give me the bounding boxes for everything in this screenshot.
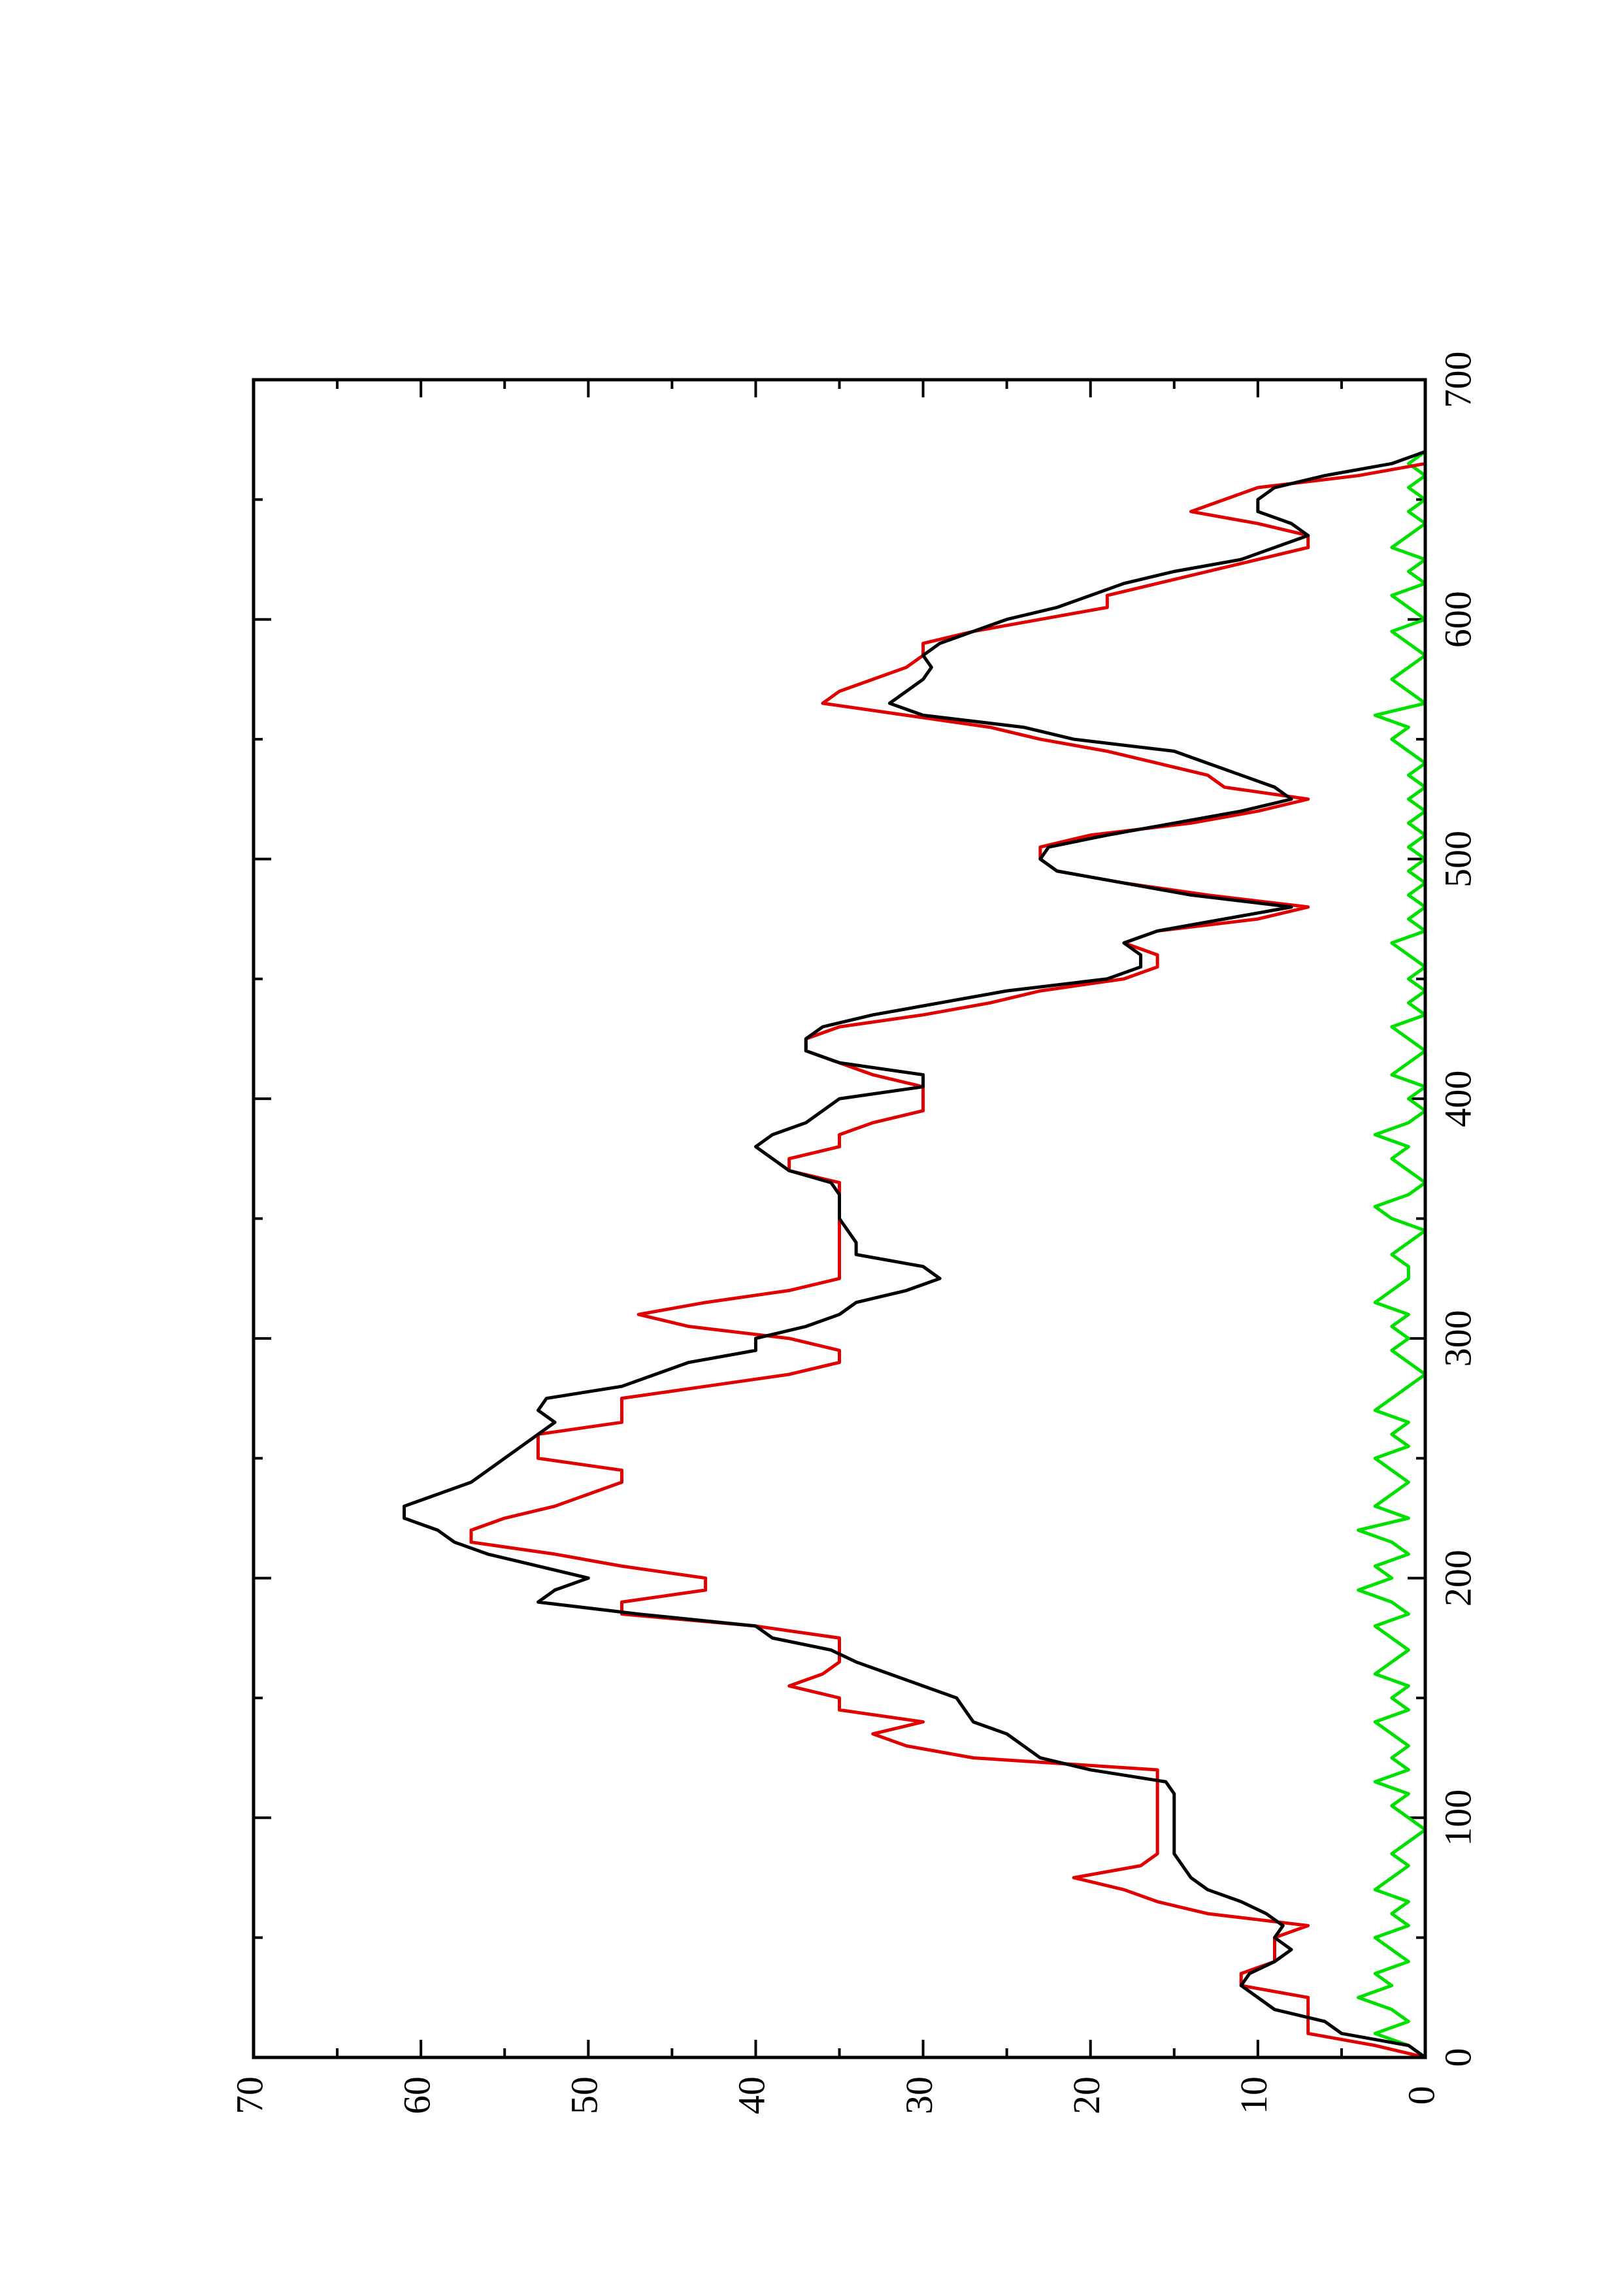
y-tick-label: 0: [1400, 2086, 1442, 2105]
plot-frame: [252, 378, 1427, 2059]
x-tick-label: 0: [1436, 2048, 1479, 2067]
series-line: [1357, 450, 1427, 2059]
x-tick-label: 200: [1436, 1550, 1479, 1606]
y-tick-label: 50: [563, 2076, 606, 2114]
y-tick-label: 20: [1065, 2076, 1108, 2114]
x-tick-label: 400: [1436, 1071, 1479, 1127]
y-tick-label: 30: [898, 2076, 940, 2114]
y-tick-label: 70: [228, 2076, 271, 2114]
x-tick-label: 700: [1436, 352, 1479, 408]
y-tick-label: 40: [731, 2076, 773, 2114]
x-tick-label: 300: [1436, 1310, 1479, 1367]
x-tick-label: 100: [1436, 1789, 1479, 1846]
series-line: [469, 452, 1427, 2059]
x-tick-label: 500: [1436, 831, 1479, 888]
y-tick-label: 10: [1232, 2076, 1275, 2114]
series-line: [403, 450, 1427, 2059]
y-tick-label: 60: [395, 2076, 438, 2114]
x-tick-label: 600: [1436, 591, 1479, 648]
